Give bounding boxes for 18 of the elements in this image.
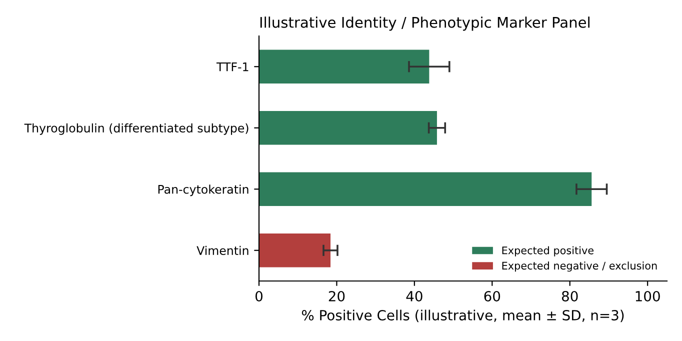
bar [259, 50, 430, 84]
x-tick-label: 100 [636, 290, 660, 302]
x-tick-label: 40 [406, 290, 422, 302]
bar [259, 111, 437, 145]
chart-title: Illustrative Identity / Phenotypic Marker Panel [260, 16, 590, 31]
bar [259, 234, 330, 268]
bar [259, 172, 592, 206]
y-tick-label: Vimentin [196, 246, 248, 256]
x-tick-label: 60 [484, 290, 500, 302]
legend-label: Expected positive [502, 246, 594, 256]
x-axis-title: % Positive Cells (illustrative, mean ± SD, n=3) [302, 310, 624, 322]
x-tick-label: 20 [328, 290, 345, 302]
y-tick-label: TTF-1 [216, 62, 248, 72]
x-tick-label: 0 [255, 290, 262, 302]
y-tick-label: Pan-cytokeratin [158, 184, 248, 196]
legend-label: Expected negative / exclusion [502, 262, 657, 272]
x-tick-label: 80 [562, 290, 578, 302]
y-tick-label: Thyroglobulin (differentiated subtype) [24, 123, 248, 135]
